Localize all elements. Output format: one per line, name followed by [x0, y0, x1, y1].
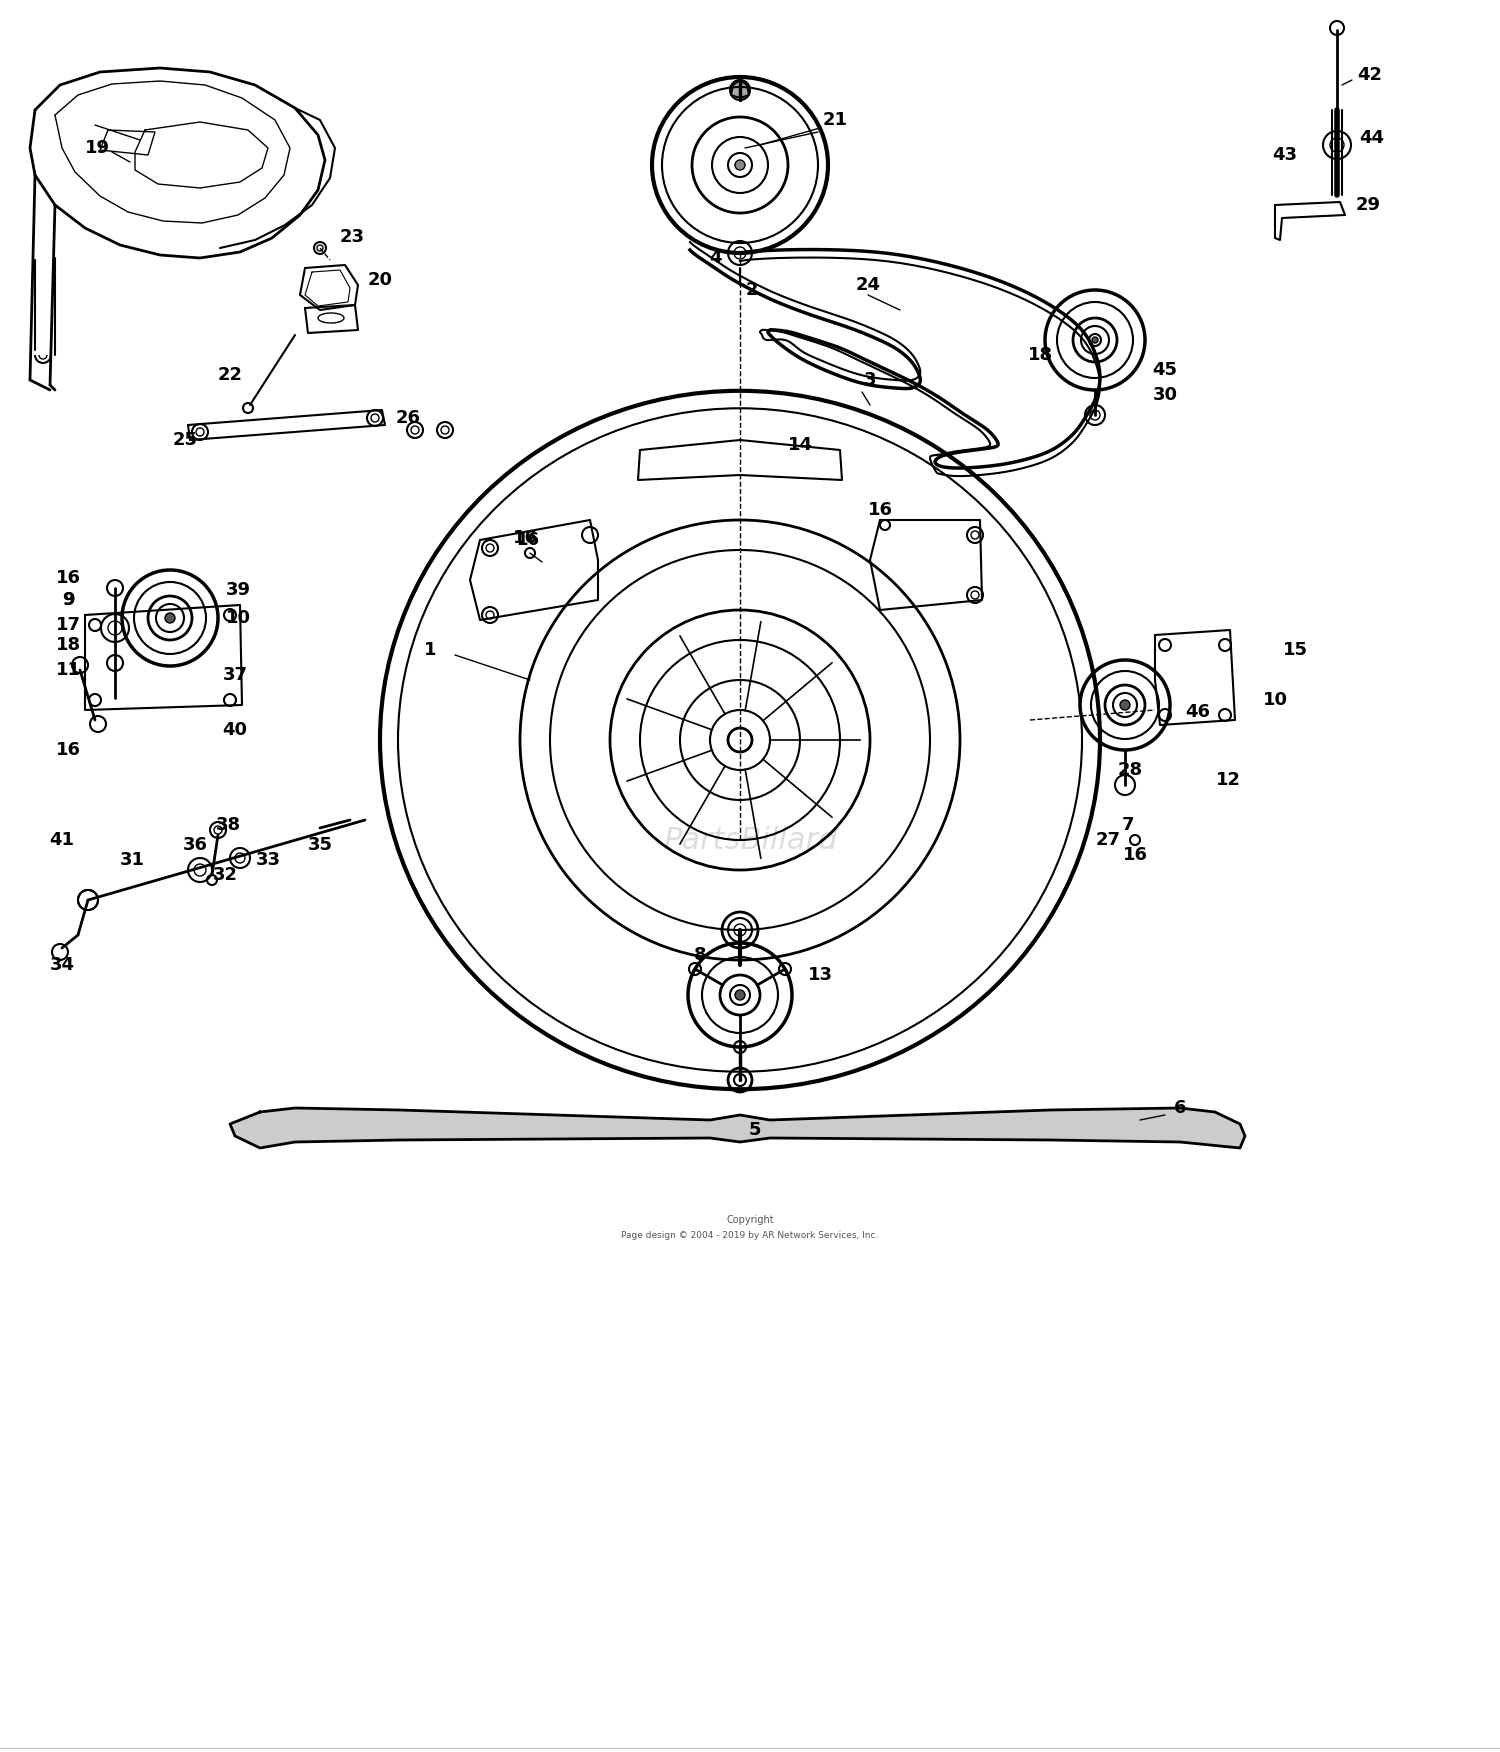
Text: 4: 4 [708, 249, 722, 266]
Circle shape [735, 990, 746, 1000]
Text: 43: 43 [1272, 145, 1298, 165]
Text: 8: 8 [693, 946, 706, 964]
Text: 12: 12 [1215, 771, 1240, 788]
Text: 15: 15 [1282, 641, 1308, 659]
Text: Copyright: Copyright [726, 1214, 774, 1225]
Text: 23: 23 [339, 228, 364, 245]
Text: 16: 16 [56, 741, 81, 759]
Text: 16: 16 [1122, 846, 1148, 864]
Text: Page design © 2004 - 2019 by AR Network Services, Inc.: Page design © 2004 - 2019 by AR Network … [621, 1232, 879, 1240]
Text: 31: 31 [120, 851, 144, 869]
Text: 25: 25 [172, 431, 198, 449]
Text: 46: 46 [1185, 703, 1210, 722]
Text: 18: 18 [56, 636, 81, 653]
Text: 1: 1 [423, 641, 436, 659]
Text: 36: 36 [183, 836, 207, 853]
Text: 38: 38 [216, 816, 240, 834]
Text: 3: 3 [864, 371, 876, 389]
Text: 19: 19 [84, 138, 110, 158]
Polygon shape [730, 81, 748, 98]
Text: 18: 18 [1028, 345, 1053, 364]
Text: 5: 5 [748, 1121, 760, 1139]
Circle shape [735, 159, 746, 170]
Text: 16: 16 [516, 531, 540, 548]
Text: 27: 27 [1095, 830, 1120, 850]
Text: PartsBillard: PartsBillard [663, 827, 837, 855]
Text: 16: 16 [867, 501, 892, 519]
Text: 34: 34 [50, 957, 75, 974]
Text: 10: 10 [1263, 690, 1287, 710]
Text: 28: 28 [1118, 760, 1143, 780]
Text: 16: 16 [56, 569, 81, 587]
Text: 7: 7 [1122, 816, 1134, 834]
Text: 45: 45 [1152, 361, 1178, 378]
Text: 29: 29 [1356, 196, 1380, 214]
Text: 16: 16 [513, 529, 537, 547]
Text: 41: 41 [50, 830, 75, 850]
Text: 37: 37 [222, 666, 248, 683]
Text: 22: 22 [217, 366, 243, 384]
Text: 2: 2 [746, 280, 758, 300]
Text: 24: 24 [855, 277, 880, 294]
Text: 20: 20 [368, 272, 393, 289]
Text: 30: 30 [1152, 385, 1178, 405]
Text: 35: 35 [308, 836, 333, 853]
Text: 9: 9 [62, 590, 74, 610]
Text: 10: 10 [225, 610, 251, 627]
Text: 39: 39 [225, 582, 251, 599]
Text: 44: 44 [1359, 130, 1384, 147]
Text: 26: 26 [396, 408, 420, 427]
Text: 17: 17 [56, 617, 81, 634]
Text: 11: 11 [56, 661, 81, 680]
Text: 13: 13 [807, 965, 832, 985]
Text: 33: 33 [255, 851, 280, 869]
Text: 32: 32 [213, 865, 237, 885]
Text: 9: 9 [62, 590, 74, 610]
Circle shape [1092, 336, 1098, 343]
Text: 42: 42 [1358, 67, 1383, 84]
Circle shape [165, 613, 176, 624]
Text: 14: 14 [788, 436, 813, 454]
Circle shape [1120, 701, 1130, 710]
Text: 21: 21 [822, 110, 848, 130]
Text: 6: 6 [1173, 1099, 1186, 1118]
Polygon shape [230, 1107, 1245, 1148]
Text: 40: 40 [222, 722, 248, 739]
